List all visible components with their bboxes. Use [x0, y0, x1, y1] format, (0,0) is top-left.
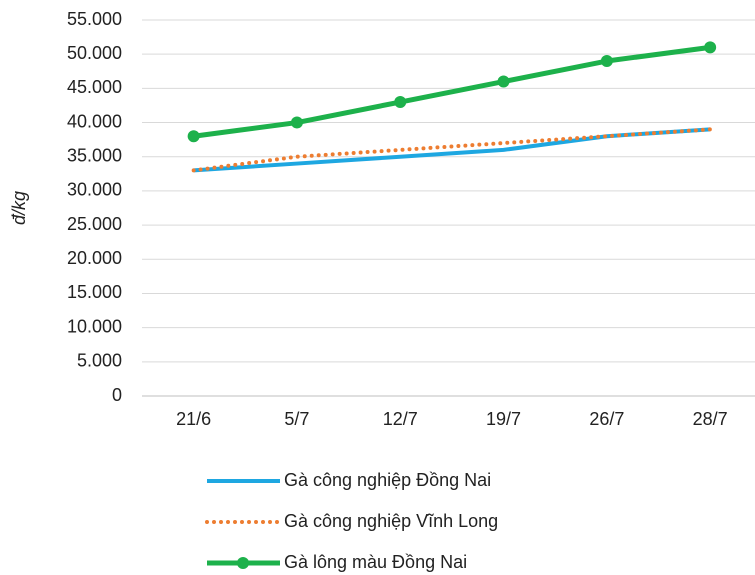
- legend-label: Gà công nghiệp Vĩnh Long: [284, 511, 498, 531]
- point: [187, 130, 200, 143]
- y-tick-label: 45.000: [67, 77, 122, 97]
- x-tick-label: 28/7: [693, 409, 728, 429]
- y-tick-label: 55.000: [67, 9, 122, 29]
- y-tick-label: 25.000: [67, 214, 122, 234]
- y-tick-label: 50.000: [67, 43, 122, 63]
- y-tick-label: 30.000: [67, 180, 122, 200]
- point: [394, 96, 407, 109]
- y-axis-label: đ/kg: [9, 191, 29, 225]
- point: [704, 41, 717, 54]
- y-tick-label: 35.000: [67, 145, 122, 165]
- y-tick-label: 40.000: [67, 111, 122, 131]
- point: [497, 75, 510, 88]
- point: [290, 116, 303, 129]
- point: [600, 55, 613, 68]
- legend-marker: [237, 557, 249, 569]
- x-tick-label: 12/7: [383, 409, 418, 429]
- y-tick-label: 0: [112, 385, 122, 405]
- y-tick-label: 20.000: [67, 248, 122, 268]
- y-tick-label: 10.000: [67, 316, 122, 336]
- x-tick-label: 19/7: [486, 409, 521, 429]
- y-tick-label: 5.000: [77, 351, 122, 371]
- y-tick-label: 15.000: [67, 282, 122, 302]
- legend-label: Gà lông màu Đồng Nai: [284, 552, 467, 572]
- x-tick-label: 26/7: [589, 409, 624, 429]
- legend-label: Gà công nghiệp Đồng Nai: [284, 470, 491, 490]
- series-line: [191, 127, 713, 173]
- x-tick-label: 5/7: [284, 409, 309, 429]
- series-line: [193, 44, 711, 139]
- x-tick-label: 21/6: [176, 409, 211, 429]
